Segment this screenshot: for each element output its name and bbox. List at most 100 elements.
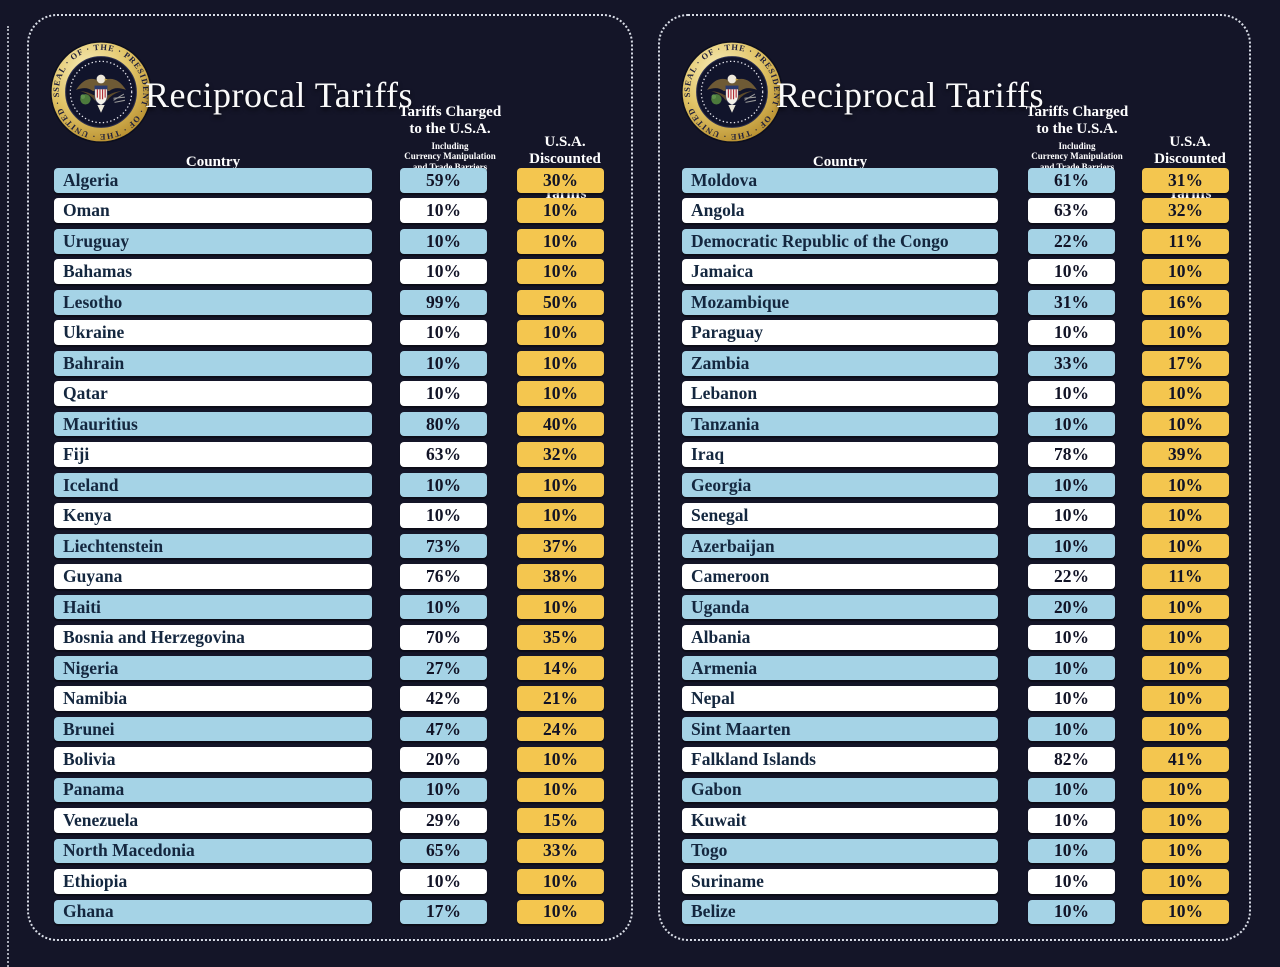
tariff-charged-cell: 10% xyxy=(1028,625,1115,650)
country-cell: Uruguay xyxy=(54,228,372,254)
table-row: Moldova 61% 31% xyxy=(660,168,1249,193)
eagle-icon xyxy=(707,74,757,113)
table-row: Ghana 17% 10% xyxy=(29,899,631,925)
discounted-tariff-cell: 10% xyxy=(1142,655,1229,681)
tariff-charged-cell: 29% xyxy=(400,808,487,833)
country-cell: Bahamas xyxy=(54,259,372,285)
table-row: Brunei 47% 24% xyxy=(29,716,631,742)
discounted-tariff-cell: 10% xyxy=(1142,808,1229,833)
discounted-tariff-cell: 10% xyxy=(1142,777,1229,803)
discounted-tariff-cell: 21% xyxy=(517,686,604,711)
country-cell: Nigeria xyxy=(54,655,372,681)
tariff-charged-cell: 10% xyxy=(1028,381,1115,406)
discounted-tariff-cell: 10% xyxy=(517,198,604,224)
tariff-charged-cell: 76% xyxy=(400,564,487,589)
tariff-charged-cell: 10% xyxy=(1028,472,1115,498)
tariff-charged-cell: 10% xyxy=(1028,655,1115,681)
tariff-charged-cell: 10% xyxy=(1028,503,1115,528)
discounted-tariff-cell: 10% xyxy=(517,472,604,498)
tariff-charged-cell: 17% xyxy=(400,899,487,925)
tariff-charged-cell: 10% xyxy=(400,259,487,285)
table-row: Angola 63% 32% xyxy=(660,198,1249,224)
table-row: Gabon 10% 10% xyxy=(660,777,1249,803)
tariff-charged-cell: 33% xyxy=(1028,350,1115,376)
country-column-header: Country xyxy=(812,154,868,170)
tariff-charged-cell: 70% xyxy=(400,625,487,650)
country-cell: Zambia xyxy=(682,350,998,376)
discounted-tariff-cell: 17% xyxy=(1142,350,1229,376)
table-row: Namibia 42% 21% xyxy=(29,686,631,711)
discounted-tariff-cell: 10% xyxy=(1142,533,1229,559)
table-row: Kenya 10% 10% xyxy=(29,503,631,528)
discounted-tariff-cell: 16% xyxy=(1142,289,1229,315)
country-cell: Angola xyxy=(682,198,998,224)
table-row: Lesotho 99% 50% xyxy=(29,289,631,315)
tariff-charged-cell: 10% xyxy=(1028,716,1115,742)
tariff-charged-cell: 10% xyxy=(400,350,487,376)
discounted-tariff-cell: 14% xyxy=(517,655,604,681)
country-cell: Sint Maarten xyxy=(682,716,998,742)
table-row: Iceland 10% 10% xyxy=(29,472,631,498)
table-row: Mauritius 80% 40% xyxy=(29,411,631,437)
table-row: North Macedonia 65% 33% xyxy=(29,838,631,864)
tariff-charged-cell: 10% xyxy=(400,228,487,254)
table-row: Algeria 59% 30% xyxy=(29,168,631,193)
discounted-tariff-cell: 35% xyxy=(517,625,604,650)
discounted-tariff-cell: 50% xyxy=(517,289,604,315)
country-cell: Cameroon xyxy=(682,564,998,589)
country-cell: Georgia xyxy=(682,472,998,498)
tariff-charged-cell: 10% xyxy=(1028,869,1115,894)
outer-dotted-border xyxy=(7,26,9,967)
country-cell: Fiji xyxy=(54,442,372,467)
panel-title: Reciprocal Tariffs xyxy=(776,75,1045,115)
table-row: Bolivia 20% 10% xyxy=(29,747,631,772)
discounted-tariff-cell: 10% xyxy=(1142,716,1229,742)
table-row: Ethiopia 10% 10% xyxy=(29,869,631,894)
tariff-charged-cell: 65% xyxy=(400,838,487,864)
country-cell: Lebanon xyxy=(682,381,998,406)
presidential-seal-icon: SEAL · OF · THE · PRESIDENT · OF · THE ·… xyxy=(46,33,153,144)
country-cell: Jamaica xyxy=(682,259,998,285)
discounted-tariff-cell: 32% xyxy=(1142,198,1229,224)
tariff-charged-cell: 82% xyxy=(1028,747,1115,772)
table-row: Venezuela 29% 15% xyxy=(29,808,631,833)
discounted-tariff-cell: 11% xyxy=(1142,564,1229,589)
discounted-tariff-cell: 10% xyxy=(517,350,604,376)
discounted-tariff-cell: 37% xyxy=(517,533,604,559)
country-cell: Algeria xyxy=(54,168,372,193)
country-cell: Ukraine xyxy=(54,320,372,346)
discounted-tariff-cell: 31% xyxy=(1142,168,1229,193)
country-cell: Albania xyxy=(682,625,998,650)
country-cell: Nepal xyxy=(682,686,998,711)
table-row: Bahrain 10% 10% xyxy=(29,350,631,376)
table-row: Jamaica 10% 10% xyxy=(660,259,1249,285)
discounted-tariff-cell: 10% xyxy=(1142,381,1229,406)
tariff-charged-cell: 63% xyxy=(1028,198,1115,224)
discounted-tariff-cell: 10% xyxy=(517,320,604,346)
country-cell: Democratic Republic of the Congo xyxy=(682,228,998,254)
country-cell: Kenya xyxy=(54,503,372,528)
tariff-charged-cell: 47% xyxy=(400,716,487,742)
table-row: Belize 10% 10% xyxy=(660,899,1249,925)
table-row: Fiji 63% 32% xyxy=(29,442,631,467)
country-cell: Bolivia xyxy=(54,747,372,772)
discounted-tariff-cell: 10% xyxy=(1142,838,1229,864)
table-row: Azerbaijan 10% 10% xyxy=(660,533,1249,559)
country-cell: Senegal xyxy=(682,503,998,528)
discounted-tariff-cell: 10% xyxy=(1142,411,1229,437)
country-cell: Uganda xyxy=(682,594,998,620)
table-row: Georgia 10% 10% xyxy=(660,472,1249,498)
country-cell: Paraguay xyxy=(682,320,998,346)
table-row: Falkland Islands 82% 41% xyxy=(660,747,1249,772)
tariff-charged-cell: 10% xyxy=(1028,899,1115,925)
tariff-charged-cell: 59% xyxy=(400,168,487,193)
tariff-charged-cell: 10% xyxy=(400,594,487,620)
table-row: Kuwait 10% 10% xyxy=(660,808,1249,833)
discounted-tariff-cell: 10% xyxy=(517,777,604,803)
country-cell: Ghana xyxy=(54,899,372,925)
tariff-charged-cell: 10% xyxy=(1028,259,1115,285)
table-row: Armenia 10% 10% xyxy=(660,655,1249,681)
country-cell: Togo xyxy=(682,838,998,864)
table-row: Democratic Republic of the Congo 22% 11% xyxy=(660,228,1249,254)
discounted-tariff-cell: 10% xyxy=(517,869,604,894)
